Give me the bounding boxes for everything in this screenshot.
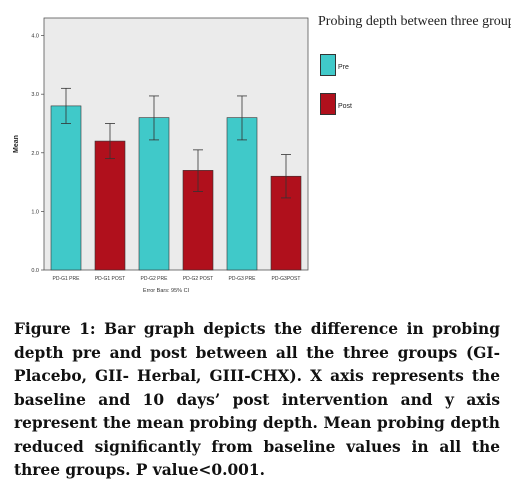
y-tick-label: 1.0: [31, 209, 39, 215]
legend-label-post: Post: [338, 103, 353, 110]
chart-svg: 0.0 1.0 2.0 3.0 4.0 Mean PD-G1 PRE PD-G1 POST PD…: [13, 17, 309, 294]
x-tick-label: PD-G2 POST: [183, 276, 213, 282]
figure-caption: Figure 1: Bar graph depicts the differen…: [14, 320, 500, 479]
legend-item-post: Post: [320, 93, 420, 117]
x-tick-label: PD-G1 PRE: [53, 276, 81, 282]
x-tick-label: PD-G1 POST: [95, 276, 125, 282]
x-tick-label: PD-G3POST: [272, 276, 301, 282]
legend-label-pre: Pre: [338, 64, 349, 71]
legend-swatch-pre: [320, 54, 336, 76]
legend-title: Probing depth between three groups: [318, 14, 511, 29]
x-axis-note: Error Bars: 95% CI: [143, 288, 190, 294]
x-tick-label: PD-G3 PRE: [229, 276, 257, 282]
legend-swatch-post: [320, 93, 336, 115]
bar: [50, 105, 82, 271]
y-tick-label: 2.0: [31, 151, 39, 157]
x-tick-label: PD-G2 PRE: [141, 276, 169, 282]
bar: [94, 140, 126, 271]
y-tick-label: 0.0: [31, 268, 39, 274]
legend-item-pre: Pre: [320, 54, 420, 78]
y-axis-label: Mean: [13, 135, 20, 153]
y-tick-label: 3.0: [31, 92, 39, 98]
legend: Probing depth between three groups Pre P…: [318, 14, 511, 134]
y-tick-label: 4.0: [31, 34, 39, 40]
bar-chart: 0.0 1.0 2.0 3.0 4.0 Mean PD-G1 PRE PD-G1 POST PD…: [13, 17, 309, 294]
bar: [226, 117, 258, 271]
bar: [138, 117, 170, 271]
plot-area: [43, 17, 309, 271]
